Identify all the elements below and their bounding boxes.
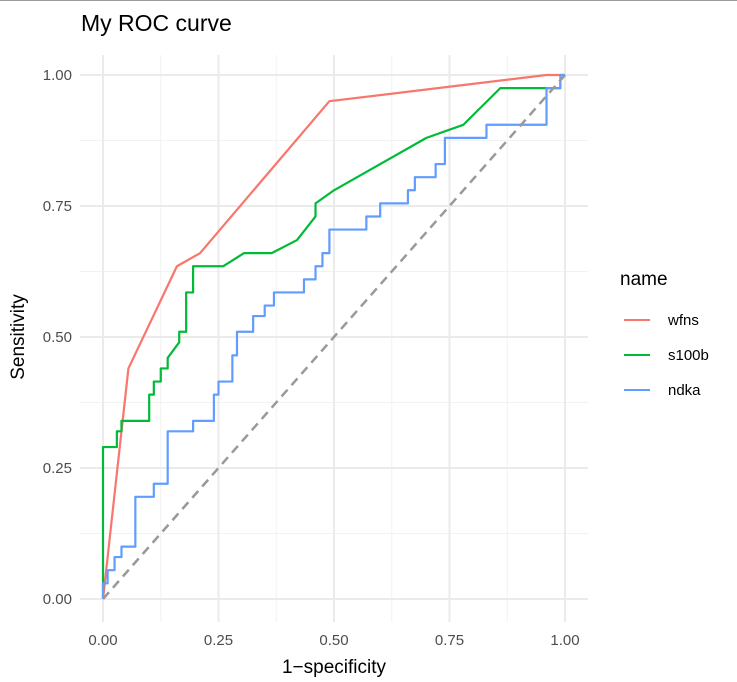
legend-item-wfns: wfns <box>624 312 699 329</box>
legend-label: wfns <box>667 312 699 329</box>
legend-label: s100b <box>668 347 709 364</box>
y-tick-label: 1.00 <box>43 67 72 84</box>
chart-title: My ROC curve <box>81 10 232 36</box>
legend-item-s100b: s100b <box>624 347 709 364</box>
x-axis-ticks: 0.00 0.25 0.50 0.75 1.00 <box>88 632 579 649</box>
top-border <box>0 0 737 1</box>
legend: name wfns s100b ndka <box>620 269 709 399</box>
series-line-wfns <box>101 73 565 600</box>
legend-title: name <box>620 269 668 290</box>
y-tick-label: 0.00 <box>43 591 72 608</box>
x-axis-title: 1−specificity <box>282 657 387 678</box>
minor-gridlines <box>80 55 588 622</box>
y-tick-label: 0.25 <box>43 460 72 477</box>
series-layer <box>101 73 566 600</box>
x-tick-label: 0.75 <box>435 632 464 649</box>
y-axis-title: Sensitivity <box>8 294 29 380</box>
y-axis-ticks: 0.00 0.25 0.50 0.75 1.00 <box>43 67 72 608</box>
legend-label: ndka <box>668 382 701 399</box>
y-tick-label: 0.50 <box>43 329 72 346</box>
x-tick-label: 0.50 <box>319 632 348 649</box>
legend-item-ndka: ndka <box>624 382 701 399</box>
reference-diagonal-line <box>102 74 566 600</box>
x-tick-label: 1.00 <box>550 632 579 649</box>
x-tick-label: 0.00 <box>88 632 117 649</box>
series-line-ndka <box>101 73 565 599</box>
y-tick-label: 0.75 <box>43 198 72 215</box>
series-line-s100b <box>101 74 566 599</box>
x-tick-label: 0.25 <box>204 632 233 649</box>
